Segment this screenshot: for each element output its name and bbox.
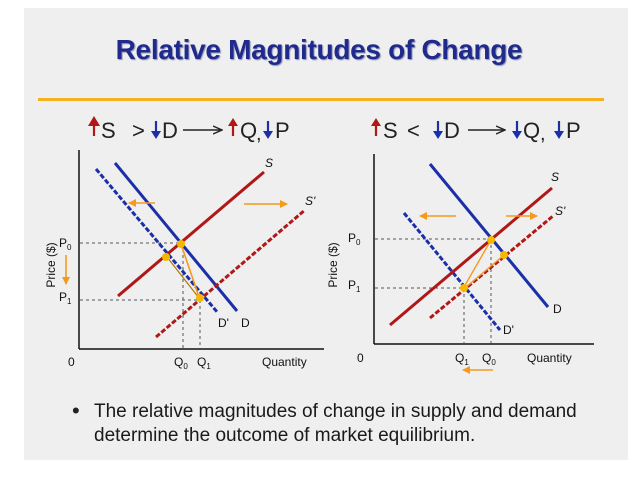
right-origin: 0 (357, 351, 364, 365)
right-supply-shifted-line (429, 214, 554, 320)
title-divider (38, 98, 604, 101)
right-s-label: S (551, 170, 559, 184)
formula-p: P (275, 118, 290, 143)
formula-d: D (162, 118, 178, 143)
right-demand-line (428, 163, 550, 308)
right-p0-label: P0 (348, 231, 361, 247)
left-demand-shifted-line (94, 168, 220, 314)
formula-s: S (101, 118, 116, 143)
left-y-axis-label: Price ($) (44, 242, 58, 287)
bullet-marker-icon: • (72, 398, 80, 423)
left-eq-path (180, 243, 200, 298)
right-y-axis-label: Price ($) (326, 242, 340, 287)
left-demand-line (113, 162, 239, 312)
right-demand-shifted-line (402, 212, 502, 331)
formula-op: < (407, 118, 420, 143)
bullet-text: The relative magnitudes of change in sup… (94, 401, 577, 446)
right-d-label: D (553, 302, 562, 316)
formula-op: > (132, 118, 145, 143)
right-q1-label: Q1 (455, 351, 469, 367)
formula-q: Q (523, 118, 540, 143)
left-formula: S > D Q , P (88, 116, 290, 145)
right-s2-label: S' (555, 204, 566, 218)
left-s-label: S (265, 156, 273, 170)
formula-s: S (383, 118, 398, 143)
right-guides (375, 238, 492, 343)
right-formula: S < D Q , P (371, 118, 581, 145)
left-axes (78, 150, 324, 350)
left-supply-line (117, 170, 265, 298)
left-x-axis-label: Quantity (262, 355, 307, 369)
left-eq-point (177, 240, 185, 248)
slide-background (24, 8, 628, 460)
left-eq-point (196, 294, 204, 302)
left-guides (80, 242, 201, 348)
left-supply-shifted-line (155, 208, 306, 339)
right-eq-point (500, 251, 508, 259)
right-eq-point (487, 236, 495, 244)
left-q1-label: Q1 (197, 355, 211, 371)
formula-d: D (444, 118, 460, 143)
left-p0-label: P0 (59, 236, 72, 252)
right-x-axis-label: Quantity (527, 351, 572, 365)
right-q0-label: Q0 (482, 351, 496, 367)
left-s2-label: S' (305, 194, 316, 208)
formula-p: P (566, 118, 581, 143)
left-d-label: D (241, 316, 250, 330)
right-eq-path (463, 239, 492, 288)
left-q0-label: Q0 (174, 355, 188, 371)
right-eq-point (460, 284, 468, 292)
left-origin: 0 (68, 355, 75, 369)
left-eq-point (162, 253, 170, 261)
right-axes (373, 154, 594, 345)
left-d2-label: D' (218, 316, 229, 330)
formula-q: Q (240, 118, 257, 143)
slide-title: Relative Magnitudes of Change (115, 34, 523, 65)
right-d2-label: D' (503, 323, 514, 337)
right-supply-line (389, 186, 553, 327)
formula-comma: , (540, 123, 546, 145)
formula-comma: , (256, 123, 262, 145)
right-p1-label: P1 (348, 278, 361, 294)
left-p1-label: P1 (59, 290, 72, 306)
